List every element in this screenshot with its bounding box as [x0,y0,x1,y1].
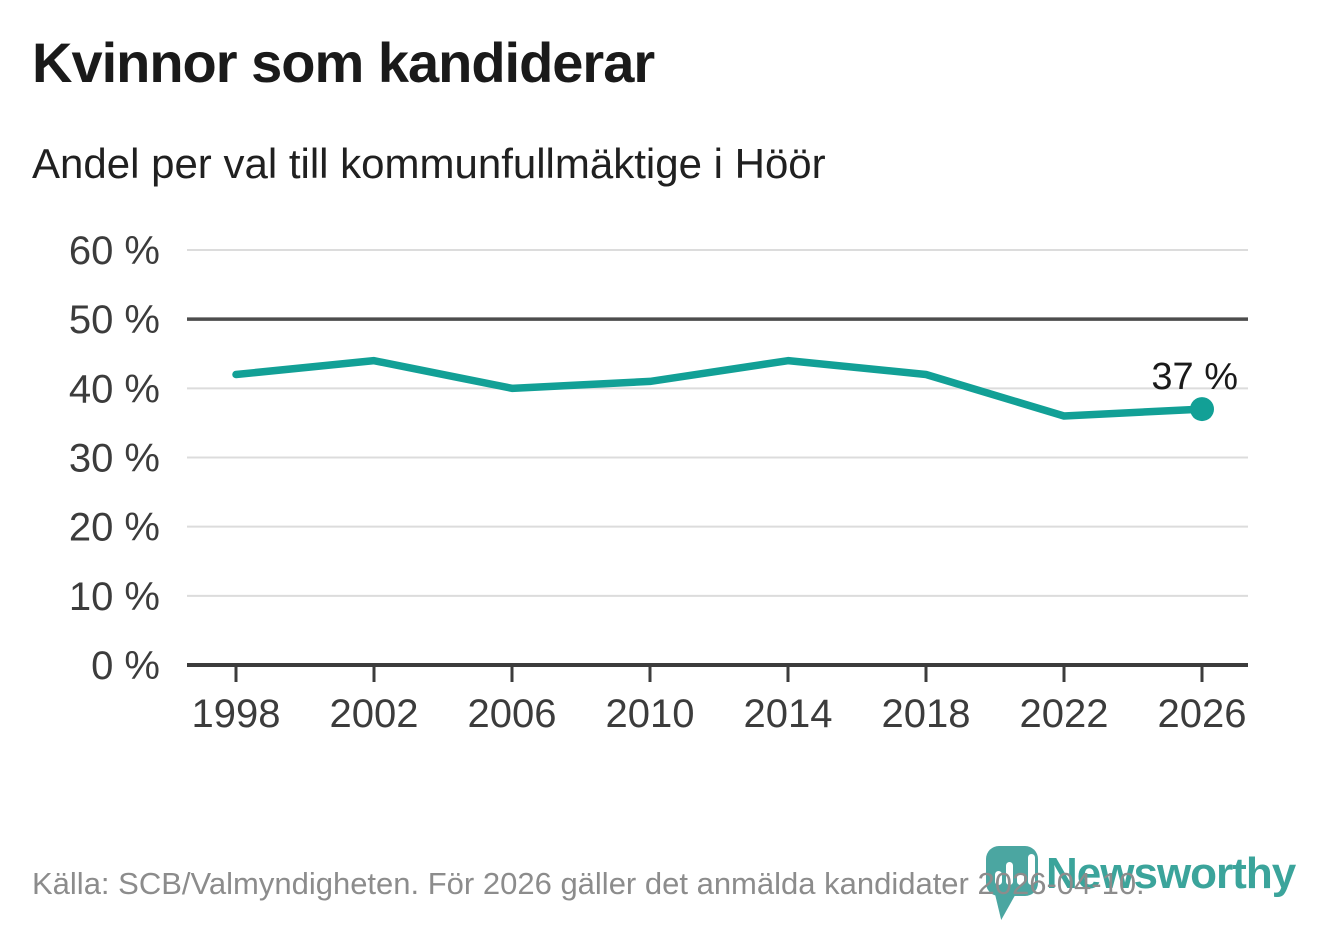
source-note: Källa: SCB/Valmyndigheten. För 2026 gäll… [32,866,1145,901]
x-tick-label-2002: 2002 [330,692,419,736]
y-tick-label-50: 50 % [69,298,160,342]
data-line [232,356,1206,420]
line-chart: 0 % 10 % 20 % 30 % 40 % 50 % 60 % 1998 2002 2006 2… [69,229,1248,736]
y-tick-label-20: 20 % [69,506,160,550]
y-tick-label-60: 60 % [69,229,160,273]
newsworthy-logo-icon [986,846,1038,896]
x-tick-label-2022: 2022 [1020,692,1109,736]
page-title: Kvinnor som kandiderar [32,31,655,94]
y-tick-label-30: 30 % [69,437,160,481]
page-subtitle: Andel per val till kommunfullmäktige i H… [32,140,826,187]
last-point-value-label: 37 % [1151,356,1238,398]
x-tick-label-2026: 2026 [1158,692,1247,736]
x-tick-label-2006: 2006 [468,692,557,736]
y-tick-label-10: 10 % [69,575,160,619]
newsworthy-logo-text: Newsworthy [1046,849,1296,898]
x-tick-label-2014: 2014 [744,692,833,736]
x-tick-label-2010: 2010 [606,692,695,736]
x-tick-label-2018: 2018 [882,692,971,736]
y-tick-label-0: 0 % [91,644,160,688]
data-point-2026 [1190,397,1214,422]
y-tick-label-40: 40 % [69,367,160,411]
x-tick-label-1998: 1998 [192,692,281,736]
bar-chart-icon [995,854,1035,885]
